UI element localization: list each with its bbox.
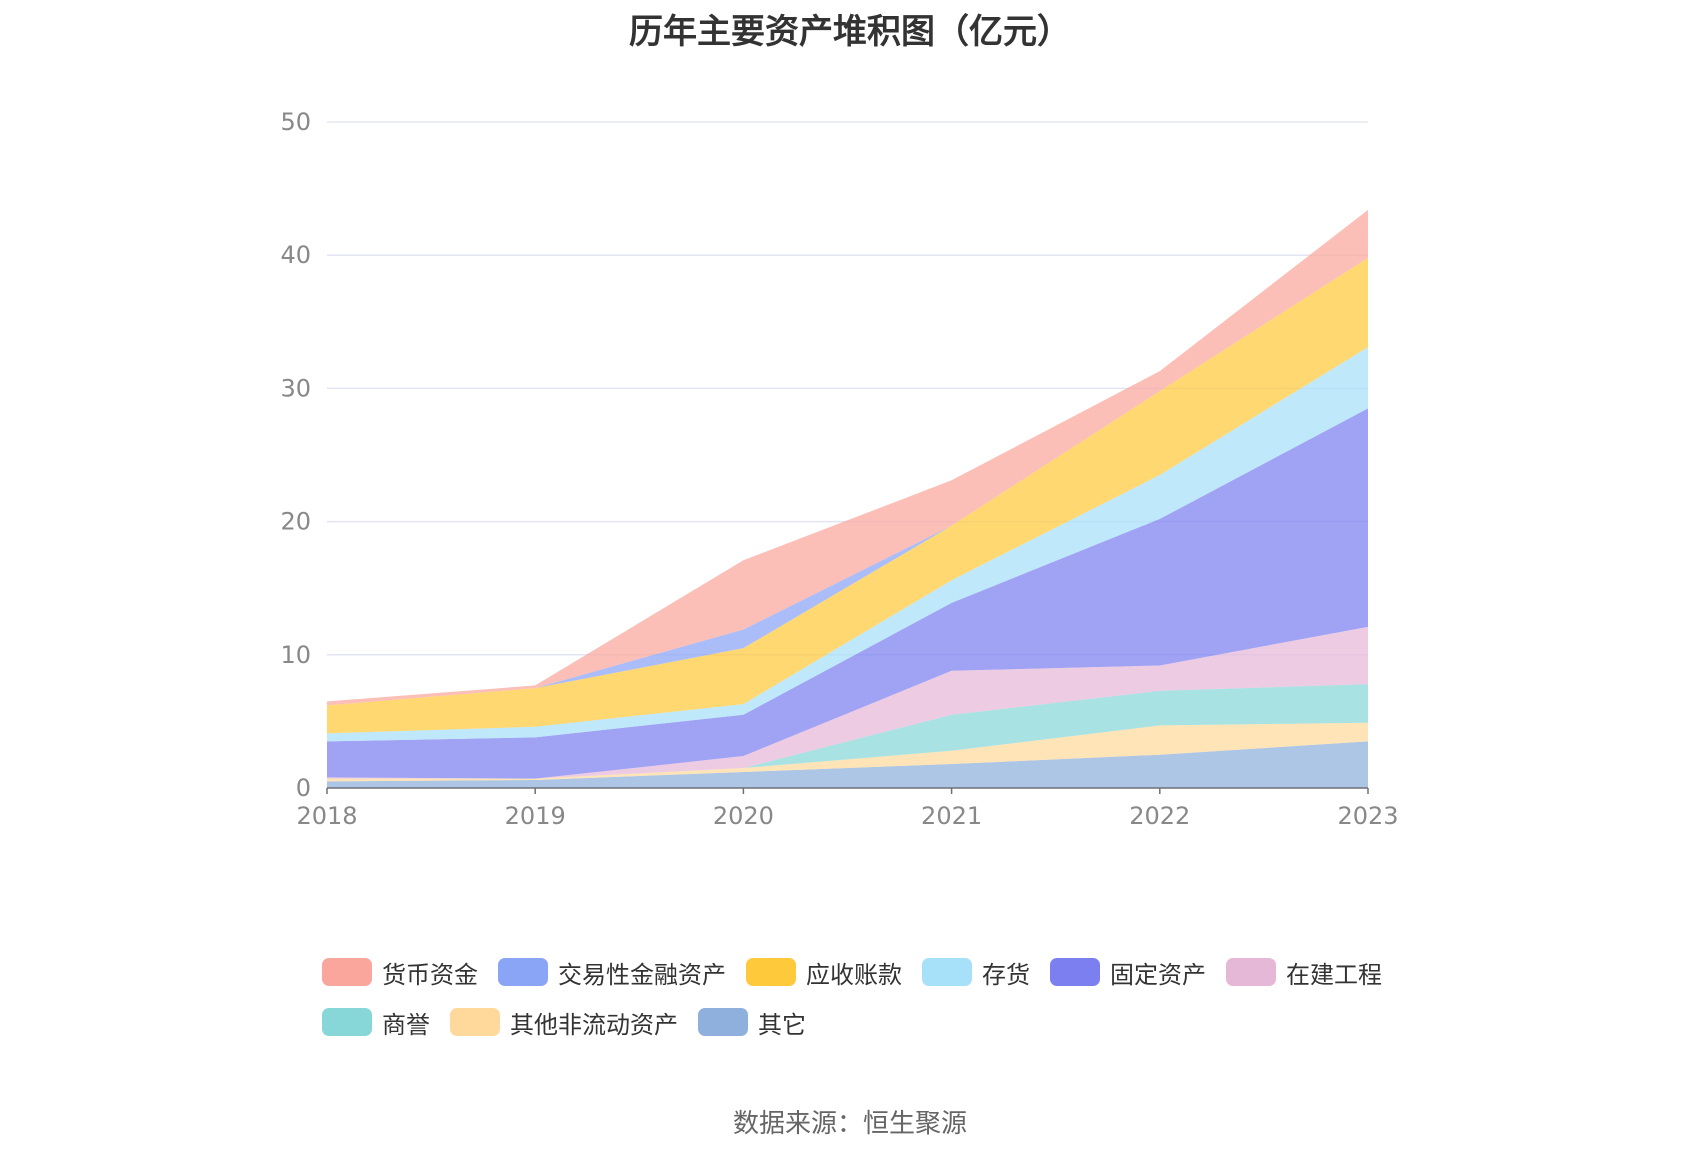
legend-label: 货币资金 [382, 960, 478, 989]
legend-row: 商誉 其他非流动资产 其它 [322, 1005, 1422, 1039]
legend-swatch [922, 958, 972, 986]
legend-label: 应收账款 [806, 960, 902, 989]
legend-item-other[interactable]: 其它 [698, 1005, 806, 1040]
x-axis [326, 787, 1369, 794]
legend-row: 货币资金 交易性金融资产 应收账款 存货 固定资产 在建工程 [322, 955, 1422, 989]
y-axis-ticks: 0 10 20 30 40 50 [280, 108, 311, 802]
legend-label: 固定资产 [1110, 960, 1206, 989]
legend-label: 其他非流动资产 [510, 1010, 678, 1039]
chart-title: 历年主要资产堆积图（亿元） [629, 12, 1071, 52]
y-tick-label: 20 [280, 508, 311, 536]
y-tick-label: 30 [280, 374, 311, 402]
x-axis-ticks: 2018 2019 2020 2021 2022 2023 [296, 802, 1398, 830]
y-tick-label: 50 [280, 108, 311, 136]
y-tick-label: 40 [280, 241, 311, 269]
area-series-其它[interactable] [327, 741, 1368, 788]
legend-item-other-noncurrent[interactable]: 其他非流动资产 [450, 1005, 678, 1040]
x-tick-label: 2023 [1337, 802, 1398, 830]
x-tick-label: 2018 [296, 802, 357, 830]
area-series-其他非流动资产[interactable] [327, 722, 1368, 782]
stacked-area-chart: 0 10 20 30 40 50 2018 2019 2020 2021 2022 2023 [280, 108, 1398, 830]
legend-item-goodwill[interactable]: 商誉 [322, 1005, 430, 1040]
legend: 货币资金 交易性金融资产 应收账款 存货 固定资产 在建工程 商誉 [322, 955, 1422, 1055]
legend-swatch [450, 1008, 500, 1036]
x-tick-label: 2020 [713, 802, 774, 830]
legend-item-inventory[interactable]: 存货 [922, 955, 1030, 990]
legend-swatch [1050, 958, 1100, 986]
area-series-应收账款[interactable] [327, 257, 1368, 734]
area-series-固定资产[interactable] [327, 408, 1368, 779]
legend-swatch [746, 958, 796, 986]
x-tick-label: 2022 [1129, 802, 1190, 830]
legend-swatch [322, 1008, 372, 1036]
legend-label: 商誉 [382, 1010, 430, 1039]
legend-item-construction[interactable]: 在建工程 [1226, 955, 1382, 990]
legend-item-trading-assets[interactable]: 交易性金融资产 [498, 955, 726, 990]
legend-swatch [498, 958, 548, 986]
x-tick-label: 2021 [921, 802, 982, 830]
legend-item-cash[interactable]: 货币资金 [322, 955, 478, 990]
legend-swatch [698, 1008, 748, 1036]
area-series [327, 209, 1368, 788]
area-series-商誉[interactable] [327, 684, 1368, 779]
legend-item-fixed-assets[interactable]: 固定资产 [1050, 955, 1206, 990]
legend-label: 在建工程 [1286, 960, 1382, 989]
legend-label: 交易性金融资产 [558, 960, 726, 989]
legend-label: 存货 [982, 960, 1030, 989]
legend-swatch [1226, 958, 1276, 986]
y-tick-label: 0 [296, 774, 311, 802]
legend-swatch [322, 958, 372, 986]
y-tick-label: 10 [280, 641, 311, 669]
x-tick-label: 2019 [505, 802, 566, 830]
legend-label: 其它 [758, 1010, 806, 1039]
legend-item-receivables[interactable]: 应收账款 [746, 955, 902, 990]
data-source: 数据来源：恒生聚源 [732, 1109, 967, 1139]
